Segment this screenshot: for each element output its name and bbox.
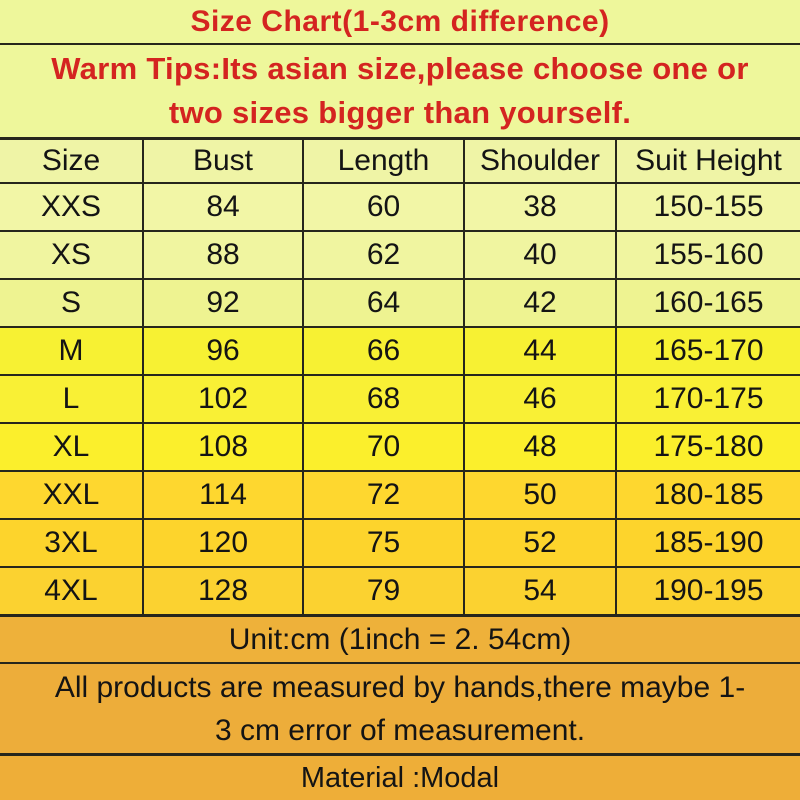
disclaimer-line-1: All products are measured by hands,there… (54, 670, 746, 704)
bust-cell: 120 (142, 520, 302, 566)
shoulder-cell: 48 (463, 424, 615, 470)
bust-cell: 108 (142, 424, 302, 470)
warm-tips-line-1: Warm Tips:Its asian size,please choose o… (51, 51, 749, 86)
shoulder-cell: 40 (463, 232, 615, 278)
length-cell: 70 (302, 424, 463, 470)
length-cell: 72 (302, 472, 463, 518)
size-cell: L (62, 382, 80, 415)
length-cell: 79 (302, 568, 463, 614)
suit-height-cell: 160-165 (615, 280, 800, 326)
table-row-xs: XS 88 62 40 155-160 (0, 230, 800, 278)
chart-title: Size Chart(1-3cm difference) (0, 0, 800, 43)
warm-tips-banner: Warm Tips:Its asian size,please choose o… (0, 43, 800, 137)
table-row-3xl: 3XL 120 75 52 185-190 (0, 518, 800, 566)
bust-cell: 84 (142, 184, 302, 230)
column-header-size: Size (41, 144, 101, 177)
length-cell: 64 (302, 280, 463, 326)
table-header-row: Size Bust Length Shoulder Suit Height (0, 137, 800, 182)
size-cell: 4XL (44, 574, 98, 607)
bust-cell: 114 (142, 472, 302, 518)
shoulder-cell: 38 (463, 184, 615, 230)
suit-height-cell: 175-180 (615, 424, 800, 470)
suit-height-cell: 170-175 (615, 376, 800, 422)
table-row-s: S 92 64 42 160-165 (0, 278, 800, 326)
suit-height-cell: 165-170 (615, 328, 800, 374)
column-header-bust: Bust (142, 140, 302, 182)
table-row-4xl: 4XL 128 79 54 190-195 (0, 566, 800, 614)
suit-height-cell: 180-185 (615, 472, 800, 518)
size-table: Size Bust Length Shoulder Suit Height XX… (0, 137, 800, 614)
suit-height-cell: 185-190 (615, 520, 800, 566)
bust-cell: 92 (142, 280, 302, 326)
suit-height-cell: 190-195 (615, 568, 800, 614)
measurement-disclaimer: All products are measured by hands,there… (0, 662, 800, 753)
size-cell: XS (50, 238, 92, 271)
table-row-l: L 102 68 46 170-175 (0, 374, 800, 422)
shoulder-cell: 52 (463, 520, 615, 566)
suit-height-cell: 155-160 (615, 232, 800, 278)
size-cell: XL (52, 430, 90, 463)
bust-cell: 88 (142, 232, 302, 278)
table-row-xl: XL 108 70 48 175-180 (0, 422, 800, 470)
length-cell: 75 (302, 520, 463, 566)
warm-tips-line-2: two sizes bigger than yourself. (168, 95, 632, 130)
disclaimer-line-2: 3 cm error of measurement. (214, 713, 586, 747)
length-cell: 68 (302, 376, 463, 422)
material-note: Material :Modal (0, 753, 800, 800)
table-row-xxs: XXS 84 60 38 150-155 (0, 182, 800, 230)
column-header-suit-height: Suit Height (615, 140, 800, 182)
length-cell: 60 (302, 184, 463, 230)
shoulder-cell: 42 (463, 280, 615, 326)
size-cell: M (58, 334, 84, 367)
shoulder-cell: 46 (463, 376, 615, 422)
size-cell: XXS (40, 190, 102, 223)
size-cell: XXL (42, 478, 100, 511)
suit-height-cell: 150-155 (615, 184, 800, 230)
shoulder-cell: 54 (463, 568, 615, 614)
unit-note: Unit:cm (1inch = 2. 54cm) (0, 614, 800, 662)
bust-cell: 102 (142, 376, 302, 422)
bust-cell: 96 (142, 328, 302, 374)
table-row-m: M 96 66 44 165-170 (0, 326, 800, 374)
length-cell: 62 (302, 232, 463, 278)
size-cell: S (60, 286, 81, 319)
column-header-shoulder: Shoulder (463, 140, 615, 182)
shoulder-cell: 50 (463, 472, 615, 518)
shoulder-cell: 44 (463, 328, 615, 374)
size-cell: 3XL (44, 526, 98, 559)
column-header-length: Length (302, 140, 463, 182)
table-row-xxl: XXL 114 72 50 180-185 (0, 470, 800, 518)
length-cell: 66 (302, 328, 463, 374)
bust-cell: 128 (142, 568, 302, 614)
